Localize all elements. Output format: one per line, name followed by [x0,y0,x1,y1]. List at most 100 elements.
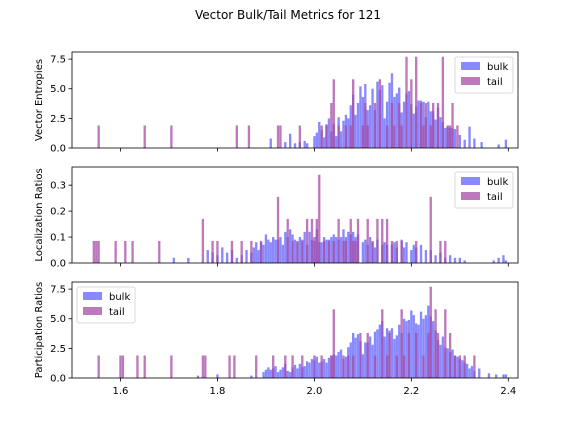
chart-panel-1: 0.0 2.5 5.0 7.5 Vector Entropies bulk tail [34,51,519,155]
bar-bulk-73 [432,321,435,378]
bar-bulk-31 [298,237,302,263]
bar-bulk-47 [368,336,372,378]
bar-bulk-78 [434,255,437,263]
ytick-label: 2.5 [50,114,66,125]
bar-tail-29 [344,240,348,263]
ytick-label: 7.5 [50,285,66,296]
bar-bulk-44 [330,237,333,263]
bar-bulk-86 [497,257,500,263]
bar-tail-36 [434,309,437,378]
bar-bulk-9 [318,121,321,148]
bar-tail-39 [456,125,459,148]
bar-bulk-69 [422,318,425,378]
bar-bulk-94 [502,374,505,378]
bar-bulk-44 [402,101,406,148]
bar-bulk-13 [286,370,289,378]
bar-bulk-34 [337,351,340,378]
bar-tail-43 [429,196,432,263]
bar-tail-1 [95,240,98,263]
bar-tail-24 [398,102,401,148]
bar-tail-7 [201,218,205,263]
bar-bulk-27 [361,97,365,148]
bar-bulk-65 [453,129,457,148]
bar-tail-12 [284,355,287,378]
bar-tail-13 [259,240,263,263]
bar-bulk-64 [383,242,386,263]
legend-label-bulk: bulk [487,177,508,188]
bar-bulk-27 [288,229,292,263]
bar-tail-34 [436,102,440,148]
bar-bulk-14 [257,250,260,263]
bar-bulk-25 [356,102,360,148]
legend-swatch-tail [83,307,102,315]
bar-tail-5 [276,125,280,148]
bar-tail-18 [332,309,335,378]
legend-label-tail: tail [487,192,503,203]
bar-bulk-59 [439,117,442,148]
bar-bulk-73 [412,244,415,263]
ytick-label: 0.3 [50,181,66,192]
ytick-label: 0.0 [50,259,66,270]
xtick-label: 2.4 [500,386,516,397]
bar-tail-25 [400,125,403,148]
ytick-label: 5.0 [50,314,66,325]
bar-tail-34 [366,218,369,263]
bar-bulk-5 [303,140,306,148]
ytick-label: 0.0 [50,144,66,155]
bar-bulk-35 [308,231,311,263]
bar-tail-1 [119,355,122,378]
bar-tail-14 [276,196,280,263]
bar-bulk-70 [480,142,483,148]
bar-bulk-91 [478,368,481,378]
xtick-label: 2.2 [403,386,419,397]
bar-bulk-77 [441,336,445,378]
bar-tail-9 [325,125,328,148]
bar-bulk-54 [385,328,389,378]
bar-tail-29 [419,102,423,148]
bar-bulk-48 [412,113,415,148]
bar-bulk-50 [376,329,379,378]
bar-tail-10 [230,240,234,263]
bar-bulk-48 [339,237,343,263]
bar-bulk-87 [465,363,469,378]
bar-bulk-17 [296,368,299,378]
bar-tail-20 [378,79,381,148]
bar-bulk-83 [456,356,459,378]
bar-bulk-40 [393,97,396,148]
bar-tail-5 [170,355,173,378]
bar-bulk-24 [281,244,285,263]
bar-tail-33 [422,355,425,378]
bar-bulk-59 [398,324,401,378]
bar-tail-4 [247,125,251,148]
bar-tail-24 [322,240,326,263]
bar-bulk-26 [359,86,362,148]
bar-tail-16 [320,355,323,378]
bar-tail-18 [366,125,369,148]
legend-swatch-tail [461,192,480,200]
bar-bulk-66 [458,134,461,148]
bar-tail-44 [439,240,442,263]
bar-tail-30 [402,355,406,378]
bar-bulk-21 [274,239,277,263]
legend: bulk tail [454,171,514,209]
bar-bulk-71 [497,144,500,148]
bar-bulk-17 [264,234,268,263]
bar-tail-9 [233,355,236,378]
bar-bulk-72 [504,139,508,148]
bar-bulk-61 [402,318,406,378]
bar-bulk-33 [303,231,306,263]
bar-tail-26 [385,355,389,378]
bar-bulk-54 [427,101,430,148]
bar-bulk-92 [487,373,491,378]
ytick-label: 0.2 [50,207,66,218]
legend-swatch-tail [461,77,480,85]
bar-bulk-51 [347,231,350,263]
bar-tail-0 [97,355,100,378]
bar-tail-40 [395,240,398,263]
bar-bulk-49 [373,331,377,378]
bar-bulk-59 [368,237,372,263]
bar-tail-38 [385,218,389,263]
bar-tail-42 [463,355,466,378]
bar-tail-34 [427,332,430,378]
bar-bulk-53 [383,336,386,378]
